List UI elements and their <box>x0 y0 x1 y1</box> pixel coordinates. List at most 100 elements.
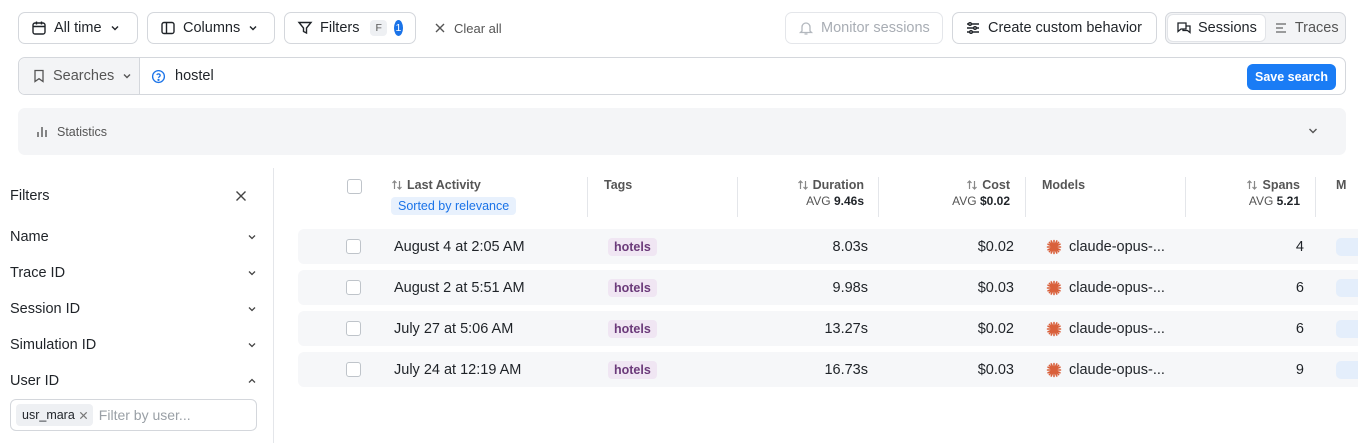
model-name: claude-opus-... <box>1069 279 1165 296</box>
filter-label: Session ID <box>10 301 81 317</box>
list-icon <box>1273 20 1289 36</box>
column-last-activity[interactable]: Last Activity Sorted by relevance <box>391 178 517 215</box>
row-checkbox[interactable] <box>346 362 361 377</box>
chevron-down-icon <box>247 22 259 34</box>
truncated-badge <box>1336 361 1358 379</box>
row-checkbox[interactable] <box>346 280 361 295</box>
row-checkbox-cell <box>346 229 361 264</box>
model-cell: claude-opus-... <box>1046 270 1165 305</box>
search-bar: Searches hostel Save search <box>18 57 1346 95</box>
chevron-down-icon <box>109 22 121 34</box>
calendar-icon <box>31 20 47 36</box>
truncated-badge <box>1336 238 1358 256</box>
sessions-tab[interactable]: Sessions <box>1168 15 1265 41</box>
monitor-sessions-button[interactable]: Monitor sessions <box>785 12 943 44</box>
user-id-chip-label: usr_mara <box>22 408 75 422</box>
last-activity-cell: August 2 at 5:51 AM <box>394 279 525 296</box>
save-search-button[interactable]: Save search <box>1247 64 1336 90</box>
chevron-down-icon <box>246 303 258 315</box>
statistics-panel[interactable]: Statistics <box>18 108 1346 155</box>
table-row[interactable]: August 4 at 2:05 AM hotels 8.03s $0.02 claud… <box>298 229 1358 264</box>
time-range-button[interactable]: All time <box>18 12 138 44</box>
table-row[interactable]: July 27 at 5:06 AM hotels 13.27s $0.02 claud… <box>298 311 1358 346</box>
column-spans[interactable]: Spans AVG 5.21 <box>1246 178 1300 208</box>
close-icon[interactable] <box>78 410 89 421</box>
row-checkbox[interactable] <box>346 321 361 336</box>
columns-icon <box>160 20 176 36</box>
saved-searches-dropdown[interactable]: Searches <box>19 58 140 94</box>
search-input[interactable]: hostel <box>140 68 1345 84</box>
user-id-chip: usr_mara <box>16 404 93 426</box>
tag-badge[interactable]: hotels <box>608 360 657 379</box>
model-name: claude-opus-... <box>1069 238 1165 255</box>
row-checkbox-cell <box>346 270 361 305</box>
chevron-down-icon <box>246 339 258 351</box>
duration-cell: 9.98s <box>832 279 868 296</box>
sessions-tab-label: Sessions <box>1198 20 1257 36</box>
sliders-icon <box>965 20 981 36</box>
columns-button[interactable]: Columns <box>147 12 275 44</box>
duration-average: AVG 9.46s <box>806 194 864 208</box>
close-icon <box>433 21 447 35</box>
model-name: claude-opus-... <box>1069 361 1165 378</box>
column-label: Models <box>1042 178 1086 192</box>
statistics-label: Statistics <box>57 124 108 139</box>
filter-trace-id[interactable]: Trace ID <box>10 262 258 284</box>
last-activity-cell: July 24 at 12:19 AM <box>394 361 522 378</box>
filters-panel-title: Filters <box>10 188 50 204</box>
help-circle-icon[interactable] <box>151 69 166 84</box>
table-row[interactable]: August 2 at 5:51 AM hotels 9.98s $0.03 claud… <box>298 270 1358 305</box>
column-divider <box>878 177 879 217</box>
chevron-down-icon <box>246 231 258 243</box>
sort-icon <box>966 179 978 191</box>
filters-shortcut: F <box>370 20 387 36</box>
tag-badge[interactable]: hotels <box>608 237 657 256</box>
select-all-checkbox[interactable] <box>347 179 362 194</box>
user-id-filter-field[interactable]: usr_mara Filter by user... <box>10 399 257 431</box>
filters-sidebar: Filters Name Trace ID Session ID Simulat… <box>0 168 274 443</box>
search-query-text: hostel <box>175 68 214 84</box>
filter-simulation-id[interactable]: Simulation ID <box>10 334 258 356</box>
column-models[interactable]: Models <box>1042 178 1085 192</box>
tags-cell: hotels <box>608 352 657 387</box>
filters-button[interactable]: Filters F 1 <box>284 12 416 44</box>
column-label: Cost <box>982 178 1010 192</box>
tags-cell: hotels <box>608 311 657 346</box>
bell-icon <box>798 20 814 36</box>
user-id-filter-input[interactable]: Filter by user... <box>98 407 191 423</box>
sorted-by-relevance-badge: Sorted by relevance <box>391 197 517 215</box>
column-cost[interactable]: Cost AVG $0.02 <box>952 178 1010 208</box>
chevron-down-icon[interactable] <box>1306 124 1320 138</box>
duration-cell: 13.27s <box>824 320 868 337</box>
model-cell: claude-opus-... <box>1046 311 1165 346</box>
create-custom-behavior-button[interactable]: Create custom behavior <box>952 12 1157 44</box>
filter-user-id[interactable]: User ID <box>10 370 258 392</box>
close-icon[interactable] <box>234 189 248 203</box>
create-custom-behavior-label: Create custom behavior <box>988 20 1142 36</box>
traces-tab-label: Traces <box>1294 20 1339 36</box>
view-toggle: Sessions Traces <box>1165 12 1346 44</box>
sort-icon <box>1246 179 1258 191</box>
filter-session-id[interactable]: Session ID <box>10 298 258 320</box>
column-next-partial[interactable]: M <box>1336 178 1347 192</box>
tag-badge[interactable]: hotels <box>608 319 657 338</box>
filter-label: User ID <box>10 373 60 389</box>
monitor-sessions-label: Monitor sessions <box>821 20 930 36</box>
traces-tab[interactable]: Traces <box>1265 15 1347 41</box>
table-row[interactable]: July 24 at 12:19 AM hotels 16.73s $0.03 clau… <box>298 352 1358 387</box>
truncated-badge <box>1336 279 1358 297</box>
filter-label: Name <box>10 229 49 245</box>
filter-label: Simulation ID <box>10 337 97 353</box>
clear-all-button[interactable]: Clear all <box>433 12 502 44</box>
cost-cell: $0.02 <box>977 320 1014 337</box>
filter-icon <box>297 20 313 36</box>
column-label: Duration <box>812 178 864 192</box>
columns-label: Columns <box>183 20 241 36</box>
chevron-up-icon <box>246 375 258 387</box>
column-tags[interactable]: Tags <box>604 178 632 192</box>
row-checkbox[interactable] <box>346 239 361 254</box>
column-duration[interactable]: Duration AVG 9.46s <box>797 178 864 208</box>
filter-name[interactable]: Name <box>10 226 258 248</box>
tag-badge[interactable]: hotels <box>608 278 657 297</box>
spans-cell: 6 <box>1295 279 1304 296</box>
